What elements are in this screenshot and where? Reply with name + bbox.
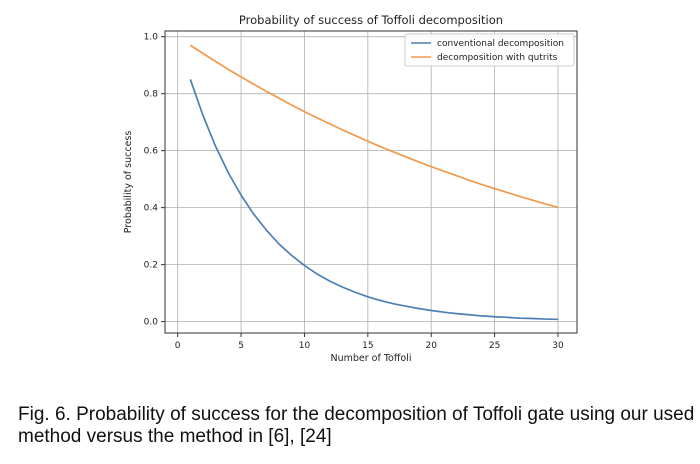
x-tick-label: 10 bbox=[299, 341, 311, 351]
x-axis-label: Number of Toffoli bbox=[331, 353, 412, 364]
series-group bbox=[189, 44, 559, 321]
x-tick-label: 30 bbox=[552, 341, 564, 351]
plot-frame bbox=[164, 30, 578, 334]
legend-label-qutrits: decomposition with qutrits bbox=[437, 53, 558, 63]
x-tick-label: 15 bbox=[362, 341, 373, 351]
y-tick-label: 1.0 bbox=[144, 33, 159, 43]
figure-caption: Fig. 6. Probability of success for the d… bbox=[18, 404, 695, 447]
chart-title: Probability of success of Toffoli decomp… bbox=[239, 13, 503, 27]
legend-box bbox=[404, 33, 575, 67]
series-line-qutrits bbox=[189, 44, 559, 209]
line-chart: 0 5 10 15 20 25 30 0.0 0.2 0.4 0.6 0.8 1.0 Probabil… bbox=[123, 13, 578, 364]
x-axis: 0 5 10 15 20 25 30 bbox=[175, 333, 564, 351]
y-axis: 0.0 0.2 0.4 0.6 0.8 1.0 bbox=[144, 33, 165, 328]
x-tick-label: 25 bbox=[489, 341, 500, 351]
y-tick-label: 0.4 bbox=[144, 204, 159, 214]
x-tick-label: 5 bbox=[238, 341, 244, 351]
series-line-conventional bbox=[189, 79, 558, 321]
x-tick-label: 20 bbox=[425, 341, 437, 351]
x-tick-label: 0 bbox=[175, 341, 181, 351]
y-tick-label: 0.2 bbox=[144, 261, 158, 271]
y-tick-label: 0.0 bbox=[144, 318, 159, 328]
plot-area bbox=[165, 31, 577, 333]
legend-label-conventional: conventional decomposition bbox=[437, 39, 564, 49]
legend: conventional decomposition decomposition… bbox=[404, 33, 575, 67]
y-axis-label: Probability of success bbox=[123, 131, 134, 234]
y-tick-label: 0.6 bbox=[144, 147, 159, 157]
y-tick-label: 0.8 bbox=[144, 90, 159, 100]
